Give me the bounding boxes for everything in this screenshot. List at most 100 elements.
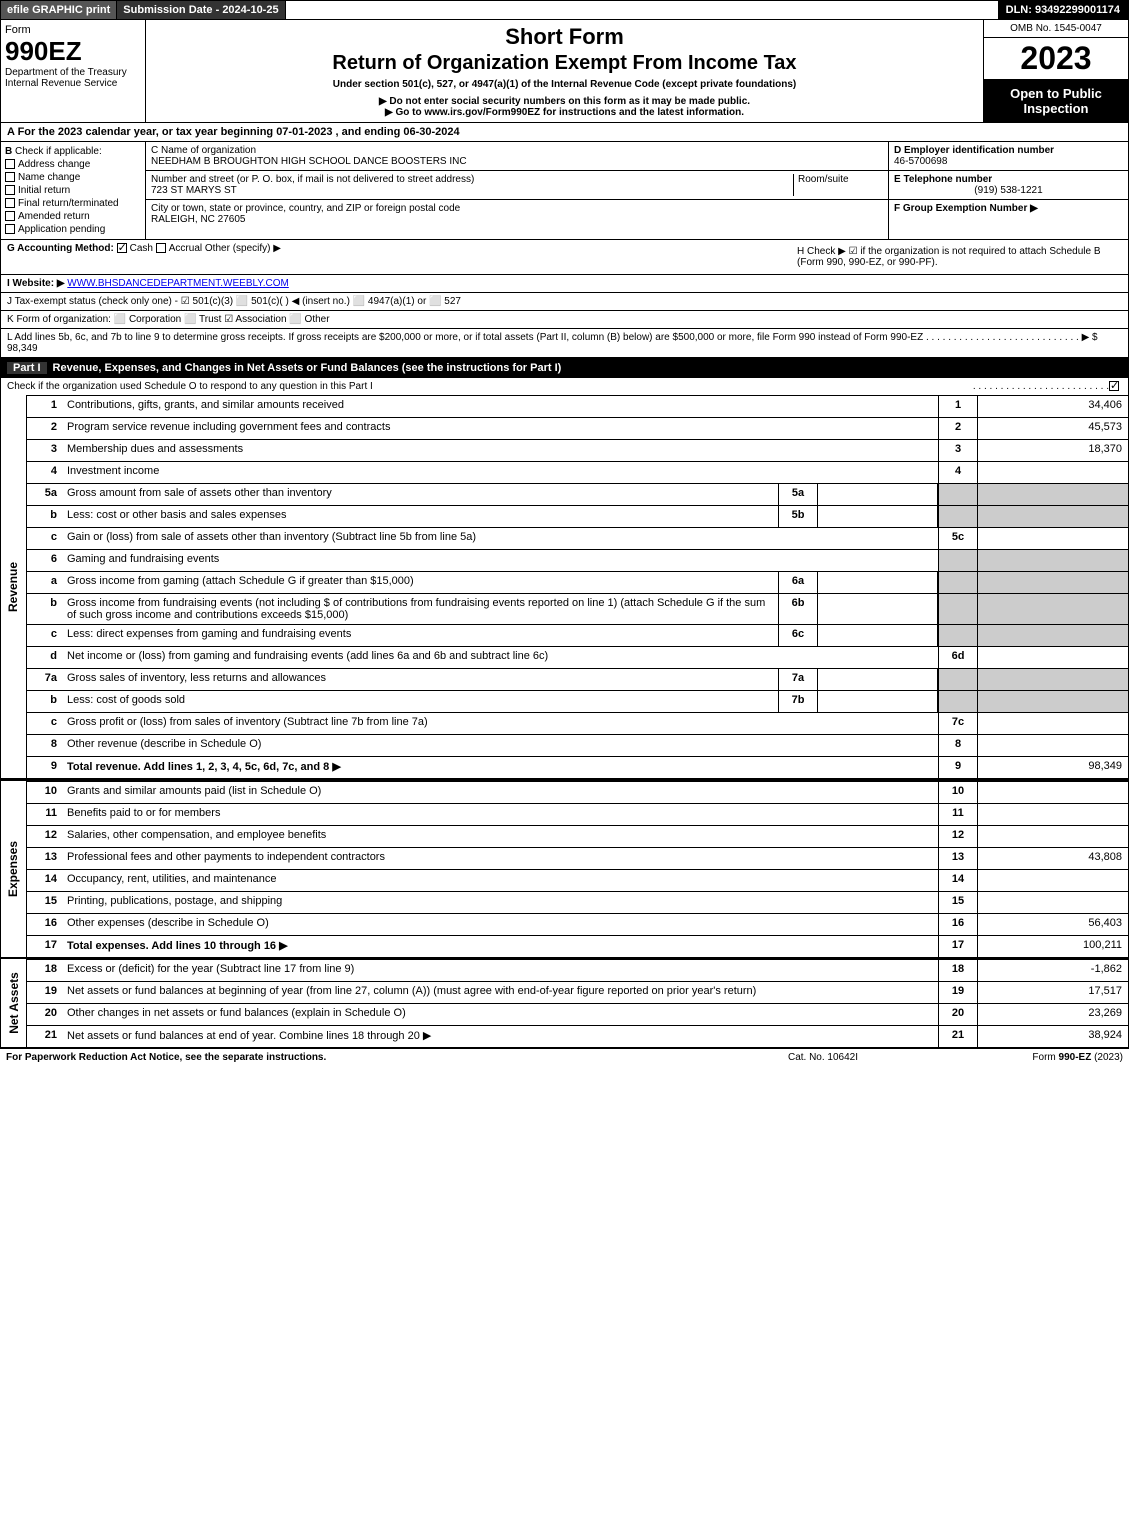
revenue-section: Revenue 1Contributions, gifts, grants, a… [1,395,1128,778]
line-7a: 7aGross sales of inventory, less returns… [27,668,1128,690]
section-e: E Telephone number (919) 538-1221 [889,171,1128,200]
d-label: D Employer identification number [894,145,1123,156]
section-l: L Add lines 5b, 6c, and 7b to line 9 to … [0,329,1129,358]
chk-final-return[interactable]: Final return/terminated [5,198,141,209]
line-a: aGross income from gaming (attach Schedu… [27,571,1128,593]
org-city: RALEIGH, NC 27605 [151,214,883,225]
line-1: 1Contributions, gifts, grants, and simil… [27,395,1128,417]
irs-label: Internal Revenue Service [5,78,141,89]
chk-name-change[interactable]: Name change [5,172,141,183]
form-label: Form [5,24,141,36]
expenses-section: Expenses 10Grants and similar amounts pa… [1,778,1128,957]
part-number: Part I [7,362,47,374]
c-name-label: C Name of organization [151,145,883,156]
form-code: 990EZ [5,36,141,67]
chk-accrual[interactable] [156,243,166,253]
l-text: L Add lines 5b, 6c, and 7b to line 9 to … [7,332,923,343]
warning-ssn: ▶ Do not enter social security numbers o… [152,96,977,107]
line-4: 4Investment income4 [27,461,1128,483]
room-suite-label: Room/suite [793,174,883,196]
title-return: Return of Organization Exempt From Incom… [152,52,977,75]
i-label: I Website: ▶ [7,278,65,289]
c-city-label: City or town, state or province, country… [151,203,883,214]
line-5a: 5aGross amount from sale of assets other… [27,483,1128,505]
omb-number: OMB No. 1545-0047 [984,20,1128,38]
line-14: 14Occupancy, rent, utilities, and mainte… [27,869,1128,891]
form-header: Form 990EZ Department of the Treasury In… [0,20,1129,123]
chk-cash[interactable] [117,243,127,253]
line-8: 8Other revenue (describe in Schedule O)8 [27,734,1128,756]
line-11: 11Benefits paid to or for members11 [27,803,1128,825]
footer-notice: For Paperwork Reduction Act Notice, see … [6,1052,723,1063]
chk-schedule-o[interactable] [1109,381,1119,391]
g-label: G Accounting Method: [7,243,114,254]
line-3: 3Membership dues and assessments318,370 [27,439,1128,461]
chk-address-change[interactable]: Address change [5,159,141,170]
line-c: cLess: direct expenses from gaming and f… [27,624,1128,646]
line-19: 19Net assets or fund balances at beginni… [27,981,1128,1003]
dln-label: DLN: 93492299001174 [998,1,1128,19]
section-i: I Website: ▶ WWW.BHSDANCEDEPARTMENT.WEEB… [0,275,1129,293]
part-i-header: Part I Revenue, Expenses, and Changes in… [1,358,1128,378]
vtab-netassets: Net Assets [7,972,21,1034]
line-9: 9Total revenue. Add lines 1, 2, 3, 4, 5c… [27,756,1128,778]
ein-value: 46-5700698 [894,156,1123,167]
section-b: B Check if applicable: Address change Na… [1,142,146,239]
line-15: 15Printing, publications, postage, and s… [27,891,1128,913]
section-bcde: B Check if applicable: Address change Na… [0,142,1129,240]
netassets-section: Net Assets 18Excess or (deficit) for the… [1,957,1128,1047]
footer: For Paperwork Reduction Act Notice, see … [0,1048,1129,1066]
vtab-revenue: Revenue [7,561,21,611]
section-gh: G Accounting Method: Cash Accrual Other … [0,240,1129,275]
dept-label: Department of the Treasury [5,67,141,78]
header-right: OMB No. 1545-0047 2023 Open to Public In… [983,20,1128,122]
header-center: Short Form Return of Organization Exempt… [146,20,983,122]
section-f: F Group Exemption Number ▶ [889,200,1128,217]
subtitle: Under section 501(c), 527, or 4947(a)(1)… [152,79,977,90]
g-other: Other (specify) ▶ [205,243,281,254]
chk-amended-return[interactable]: Amended return [5,211,141,222]
org-name: NEEDHAM B BROUGHTON HIGH SCHOOL DANCE BO… [151,156,883,167]
header-left: Form 990EZ Department of the Treasury In… [1,20,146,122]
e-label: E Telephone number [894,174,1123,185]
line-20: 20Other changes in net assets or fund ba… [27,1003,1128,1025]
section-h: H Check ▶ ☑ if the organization is not r… [792,243,1122,271]
org-address: 723 ST MARYS ST [151,185,793,196]
line-16: 16Other expenses (describe in Schedule O… [27,913,1128,935]
line-b: bGross income from fundraising events (n… [27,593,1128,624]
chk-initial-return[interactable]: Initial return [5,185,141,196]
top-bar: efile GRAPHIC print Submission Date - 20… [0,0,1129,20]
c-addr-label: Number and street (or P. O. box, if mail… [151,174,793,185]
line-6: 6Gaming and fundraising events [27,549,1128,571]
section-d: D Employer identification number 46-5700… [889,142,1128,171]
section-k: K Form of organization: ⬜ Corporation ⬜ … [0,311,1129,329]
efile-print-button[interactable]: efile GRAPHIC print [1,1,117,19]
line-b: bLess: cost or other basis and sales exp… [27,505,1128,527]
line-18: 18Excess or (deficit) for the year (Subt… [27,959,1128,981]
part-title: Revenue, Expenses, and Changes in Net As… [53,362,562,374]
footer-catno: Cat. No. 10642I [723,1052,923,1063]
line-b: bLess: cost of goods sold7b [27,690,1128,712]
line-13: 13Professional fees and other payments t… [27,847,1128,869]
f-label: F Group Exemption Number ▶ [894,203,1038,214]
section-g: G Accounting Method: Cash Accrual Other … [7,243,792,271]
submission-date-button[interactable]: Submission Date - 2024-10-25 [117,1,285,19]
title-short-form: Short Form [152,24,977,50]
line-10: 10Grants and similar amounts paid (list … [27,781,1128,803]
footer-formref: Form 990-EZ (2023) [923,1052,1123,1063]
section-j: J Tax-exempt status (check only one) - ☑… [0,293,1129,311]
section-a: A For the 2023 calendar year, or tax yea… [0,123,1129,142]
b-label: Check if applicable: [15,146,102,157]
section-de: D Employer identification number 46-5700… [888,142,1128,239]
line-c: cGross profit or (loss) from sales of in… [27,712,1128,734]
chk-application-pending[interactable]: Application pending [5,224,141,235]
open-public-badge: Open to Public Inspection [984,80,1128,122]
website-link[interactable]: WWW.BHSDANCEDEPARTMENT.WEEBLY.COM [67,278,289,289]
line-c: cGain or (loss) from sale of assets othe… [27,527,1128,549]
vtab-expenses: Expenses [7,841,21,897]
tax-year: 2023 [984,38,1128,80]
line-21: 21Net assets or fund balances at end of … [27,1025,1128,1047]
part-i-checkline: Check if the organization used Schedule … [1,378,1128,395]
line-17: 17Total expenses. Add lines 10 through 1… [27,935,1128,957]
line-12: 12Salaries, other compensation, and empl… [27,825,1128,847]
